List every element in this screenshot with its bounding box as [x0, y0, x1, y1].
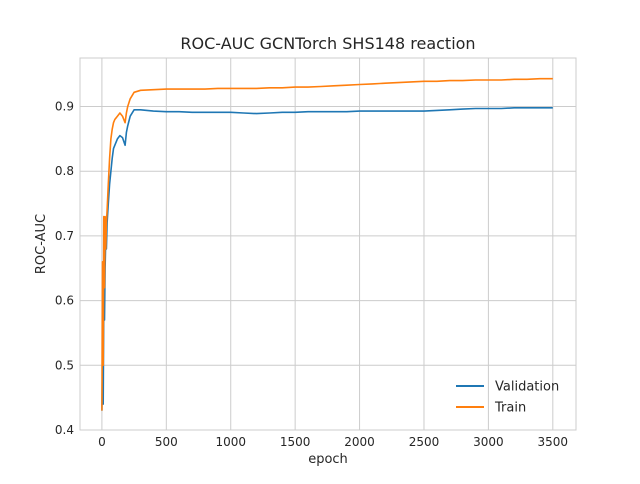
- y-tick-label: 0.8: [55, 164, 74, 178]
- x-tick-label: 1000: [215, 435, 246, 449]
- x-tick-label: 2500: [409, 435, 440, 449]
- y-tick-label: 0.4: [55, 423, 74, 437]
- y-tick-label: 0.6: [55, 294, 74, 308]
- x-tick-label: 0: [98, 435, 106, 449]
- train-series-line: [101, 77, 553, 411]
- gridlines: [80, 58, 576, 431]
- legend-label-validation: Validation: [495, 380, 559, 395]
- legend: Validation Train: [456, 380, 559, 416]
- y-tick-label: 0.7: [55, 229, 74, 243]
- x-tick-label: 2000: [344, 435, 375, 449]
- x-axis-label: epoch: [308, 452, 348, 467]
- x-tick-label: 1500: [280, 435, 311, 449]
- y-tick-label: 0.5: [55, 358, 74, 372]
- plot-frame: [79, 57, 577, 431]
- legend-label-train: Train: [494, 401, 526, 416]
- axes: 0 500 1000 1500 2000 2500 3000 3500 0.4 0.5 0.6 0.7…: [55, 57, 577, 449]
- x-tick-label: 3500: [538, 435, 569, 449]
- x-tick-label: 500: [155, 435, 178, 449]
- series-layer: [101, 77, 553, 411]
- chart-title: ROC-AUC GCNTorch SHS148 reaction: [180, 34, 475, 53]
- x-tick-label: 3000: [473, 435, 504, 449]
- y-tick-label: 0.9: [55, 100, 74, 114]
- validation-series-line: [101, 107, 553, 411]
- y-axis-label: ROC-AUC: [34, 214, 49, 274]
